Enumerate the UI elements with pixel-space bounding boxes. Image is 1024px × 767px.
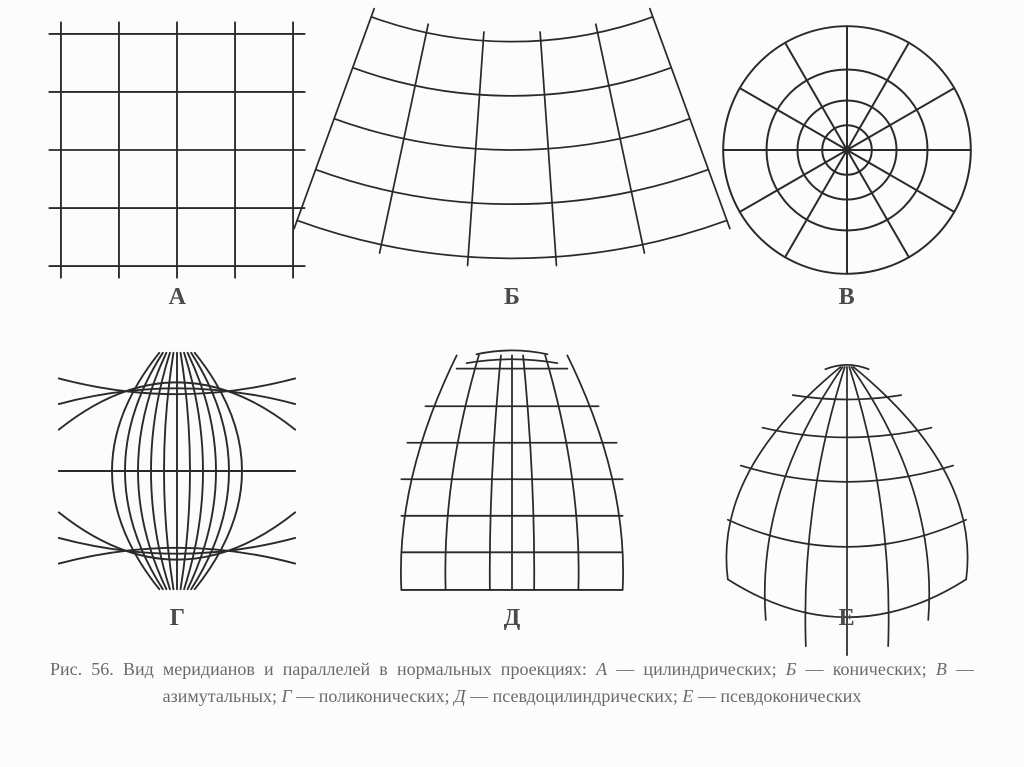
caption-key-B: Б (786, 659, 797, 679)
caption-txt-B: — конических; (796, 659, 935, 679)
panel-A: А (47, 20, 307, 311)
panel-E: Е (717, 341, 977, 632)
caption-key-E: Е (682, 686, 693, 706)
caption-txt-G: — поликонических; (292, 686, 454, 706)
panel-label-B: Б (504, 284, 520, 311)
caption-txt-E: — псевдоконических (693, 686, 861, 706)
caption-key-D: Д (454, 686, 465, 706)
panel-label-V: В (839, 284, 855, 311)
diagram-pseudoconic (717, 341, 977, 601)
panel-label-A: А (169, 284, 186, 311)
caption-text: Рис. 56. Вид меридианов и параллелей в н… (50, 659, 596, 679)
panel-V: В (717, 20, 977, 311)
panel-label-G: Г (170, 605, 185, 632)
diagram-azimuthal (717, 20, 977, 280)
projection-grid: А Б В Г Д Е (40, 20, 984, 632)
panel-label-E: Е (839, 605, 855, 632)
diagram-cylindrical (47, 20, 307, 280)
diagram-conic (382, 20, 642, 280)
caption-txt-D: — псевдоцилиндрических; (466, 686, 683, 706)
diagram-polyconic (47, 341, 307, 601)
panel-G: Г (47, 341, 307, 632)
panel-D: Д (382, 341, 642, 632)
panel-label-D: Д (504, 605, 521, 632)
caption-key-V: В (936, 659, 947, 679)
panel-B: Б (382, 20, 642, 311)
diagram-pseudocylindrical (382, 341, 642, 601)
figure-caption: Рис. 56. Вид меридианов и параллелей в н… (40, 656, 984, 710)
caption-key-G: Г (281, 686, 291, 706)
caption-txt-A: — цилиндрических; (607, 659, 786, 679)
figure-56: А Б В Г Д Е Рис. 56. Вид меридианов и па… (0, 0, 1024, 767)
caption-key-A: А (596, 659, 607, 679)
